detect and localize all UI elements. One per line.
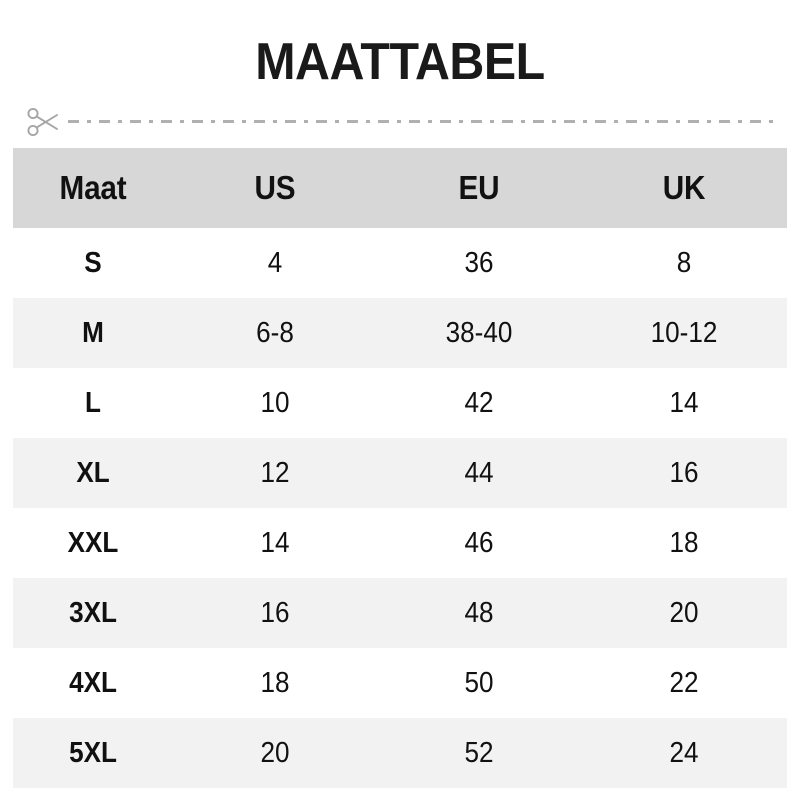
table-row: 5XL 20 52 24 bbox=[13, 718, 787, 788]
cell-size: 3XL bbox=[69, 596, 117, 629]
cell-uk: 22 bbox=[669, 666, 699, 699]
cell-eu: 46 bbox=[464, 526, 494, 559]
cell-eu: 48 bbox=[464, 596, 494, 629]
cut-dash-line bbox=[68, 120, 774, 123]
cell-us: 10 bbox=[260, 386, 290, 419]
cell-size: XL bbox=[76, 456, 110, 489]
table-row: S 4 36 8 bbox=[13, 228, 787, 298]
column-header-us: US bbox=[173, 148, 377, 228]
column-header-eu: EU bbox=[377, 148, 581, 228]
table-header-row: Maat US EU UK bbox=[13, 148, 787, 228]
cell-us: 18 bbox=[260, 666, 290, 699]
cell-uk: 24 bbox=[669, 736, 699, 769]
scissors-icon bbox=[26, 106, 60, 138]
table-row: XXL 14 46 18 bbox=[13, 508, 787, 578]
table-row: 4XL 18 50 22 bbox=[13, 648, 787, 718]
cell-us: 14 bbox=[260, 526, 290, 559]
column-header-uk: UK bbox=[581, 148, 787, 228]
cell-us: 12 bbox=[260, 456, 290, 489]
cell-uk: 20 bbox=[669, 596, 699, 629]
table-body: S 4 36 8 M 6-8 38-40 10-12 L 10 42 14 XL… bbox=[13, 228, 787, 788]
cut-line bbox=[26, 106, 774, 138]
cell-eu: 38-40 bbox=[445, 316, 513, 349]
table-row: 3XL 16 48 20 bbox=[13, 578, 787, 648]
cell-us: 16 bbox=[260, 596, 290, 629]
table-row: XL 12 44 16 bbox=[13, 438, 787, 508]
cell-size: XXL bbox=[67, 526, 119, 559]
cell-uk: 16 bbox=[669, 456, 699, 489]
page-title: MAATTABEL bbox=[255, 33, 545, 91]
cell-size: 5XL bbox=[69, 736, 117, 769]
cell-eu: 36 bbox=[464, 246, 494, 279]
cell-uk: 8 bbox=[676, 246, 692, 279]
table-row: M 6-8 38-40 10-12 bbox=[13, 298, 787, 368]
cell-size: S bbox=[84, 246, 102, 279]
cell-uk: 18 bbox=[669, 526, 699, 559]
cell-size: L bbox=[85, 386, 101, 419]
cell-eu: 44 bbox=[464, 456, 494, 489]
cell-uk: 10-12 bbox=[650, 316, 718, 349]
size-table: Maat US EU UK S 4 36 8 M bbox=[13, 148, 787, 788]
column-header-maat: Maat bbox=[13, 148, 173, 228]
cell-size: 4XL bbox=[69, 666, 117, 699]
cell-us: 20 bbox=[260, 736, 290, 769]
cell-uk: 14 bbox=[669, 386, 699, 419]
cell-eu: 52 bbox=[464, 736, 494, 769]
cell-us: 4 bbox=[267, 246, 283, 279]
cell-eu: 50 bbox=[464, 666, 494, 699]
table-header: Maat US EU UK bbox=[13, 148, 787, 228]
cell-size: M bbox=[82, 316, 104, 349]
table-row: L 10 42 14 bbox=[13, 368, 787, 438]
cell-eu: 42 bbox=[464, 386, 494, 419]
cell-us: 6-8 bbox=[256, 316, 294, 349]
